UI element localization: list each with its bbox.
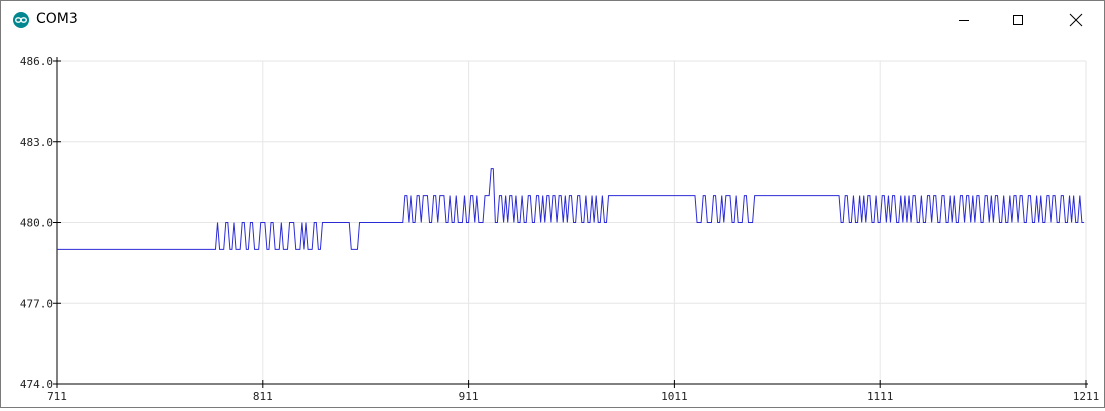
- y-axis-ticks: 474.0 477.0 480.0 483.0 486.0: [20, 55, 61, 391]
- x-tick-label: 811: [253, 390, 273, 403]
- axes: [56, 57, 1088, 385]
- minimize-button[interactable]: [941, 1, 987, 39]
- x-axis-ticks: 711 811 911 1011 1111 1211: [47, 380, 1099, 403]
- arduino-infinity-icon: [13, 12, 29, 28]
- series-line: [57, 168, 1084, 250]
- close-icon: [1069, 13, 1083, 27]
- close-button[interactable]: [1053, 1, 1099, 39]
- window-title: COM3: [36, 11, 78, 27]
- y-tick-label: 480.0: [20, 217, 53, 230]
- y-tick-label: 483.0: [20, 136, 53, 149]
- y-tick-label: 474.0: [20, 378, 53, 391]
- x-tick-label: 1011: [661, 390, 688, 403]
- series-group: [57, 168, 1084, 250]
- x-tick-label: 1111: [867, 390, 894, 403]
- x-tick-label: 911: [459, 390, 479, 403]
- plot-area: 474.0 477.0 480.0 483.0 486.0 711 811 911 1011 1…: [1, 39, 1104, 407]
- x-tick-label: 711: [47, 390, 67, 403]
- maximize-icon: [1013, 15, 1023, 25]
- y-tick-label: 477.0: [20, 297, 53, 310]
- serial-plot-chart: 474.0 477.0 480.0 483.0 486.0 711 811 911 1011 1…: [20, 55, 1099, 403]
- minimize-icon: [959, 20, 969, 21]
- x-tick-label: 1211: [1073, 390, 1100, 403]
- maximize-button[interactable]: [995, 1, 1041, 39]
- y-tick-label: 486.0: [20, 55, 53, 68]
- title-bar[interactable]: COM3: [1, 1, 1104, 39]
